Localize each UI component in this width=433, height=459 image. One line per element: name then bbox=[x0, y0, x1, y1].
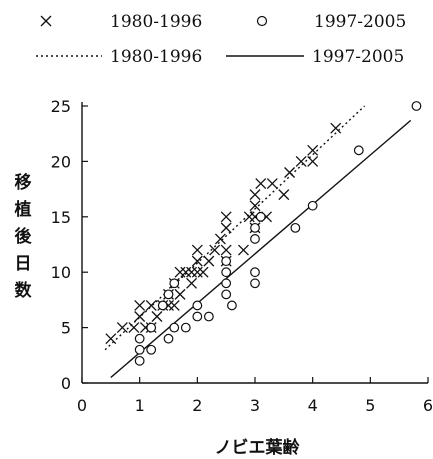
data-point-x bbox=[278, 189, 290, 201]
x-tick-label: 2 bbox=[192, 396, 202, 415]
x-axis-title: ノビエ葉齢 bbox=[215, 437, 301, 458]
data-point-circle bbox=[250, 267, 260, 278]
data-point-circle bbox=[221, 278, 232, 289]
y-tick-label: 5 bbox=[61, 319, 71, 338]
legend-x-marker bbox=[40, 15, 52, 27]
x-ticks: 0 1 2 3 4 5 6 bbox=[77, 377, 433, 415]
data-point-circle bbox=[290, 222, 301, 233]
data-points bbox=[105, 101, 422, 366]
legend-label-circle-series: 1997-2005 bbox=[314, 12, 406, 32]
data-point-x bbox=[134, 311, 146, 322]
data-point-circle bbox=[169, 278, 180, 289]
data-point-circle bbox=[180, 322, 191, 333]
data-point-circle bbox=[250, 222, 260, 233]
y-axis-title-char: 日 bbox=[15, 254, 32, 274]
y-ticks: 0 5 10 15 20 25 bbox=[51, 97, 88, 393]
trend-line-dotted bbox=[104, 105, 366, 351]
data-point-circle bbox=[163, 333, 174, 344]
data-point-x bbox=[243, 211, 255, 223]
data-point-circle bbox=[146, 344, 157, 355]
data-point-x bbox=[180, 266, 192, 278]
data-point-x bbox=[266, 178, 278, 190]
data-point-x bbox=[174, 266, 186, 278]
data-point-circle bbox=[221, 256, 232, 267]
x-tick-label: 6 bbox=[423, 396, 433, 415]
data-point-x bbox=[214, 233, 226, 245]
data-point-x bbox=[249, 189, 261, 201]
data-point-circle bbox=[134, 355, 145, 366]
y-tick-label: 0 bbox=[61, 374, 71, 393]
data-point-circle bbox=[163, 289, 174, 300]
data-point-x bbox=[134, 299, 146, 311]
x-tick-label: 3 bbox=[250, 396, 260, 415]
legend: 1980-1996 1997-2005 1980-1996 1997-2005 bbox=[36, 12, 406, 67]
data-point-circle bbox=[146, 322, 157, 333]
x-tick-label: 4 bbox=[308, 396, 318, 415]
data-point-x bbox=[145, 299, 157, 311]
trend-lines bbox=[104, 105, 412, 378]
data-point-x bbox=[284, 167, 296, 178]
y-axis-title-char: 後 bbox=[15, 226, 33, 247]
data-point-x bbox=[191, 244, 203, 256]
data-point-circle bbox=[250, 234, 260, 244]
y-axis-title-char: 数 bbox=[15, 280, 33, 301]
data-point-circle bbox=[192, 311, 203, 322]
data-point-x bbox=[186, 266, 198, 278]
data-point-x bbox=[255, 178, 267, 190]
y-tick-label: 25 bbox=[51, 97, 71, 116]
data-point-x bbox=[174, 288, 186, 300]
data-point-x bbox=[307, 144, 319, 156]
data-point-circle bbox=[221, 267, 232, 278]
data-point-x bbox=[307, 155, 319, 167]
trend-line-solid bbox=[110, 119, 412, 378]
data-point-circle bbox=[192, 300, 203, 311]
data-point-circle bbox=[255, 211, 266, 222]
data-point-circle bbox=[134, 344, 145, 355]
data-point-x bbox=[209, 244, 221, 256]
data-point-circle bbox=[221, 289, 232, 300]
data-point-x bbox=[191, 255, 203, 267]
y-axis-title: 移植後日数 bbox=[15, 172, 33, 301]
data-point-circle bbox=[307, 200, 318, 211]
data-point-x bbox=[128, 322, 140, 334]
data-point-x bbox=[105, 333, 117, 345]
data-point-x bbox=[151, 311, 163, 322]
data-point-circle bbox=[250, 278, 260, 289]
data-point-circle bbox=[353, 145, 364, 156]
y-tick-label: 15 bbox=[51, 208, 71, 227]
data-point-x bbox=[116, 322, 128, 334]
data-point-x bbox=[330, 122, 342, 134]
y-axis-title-char: 植 bbox=[15, 199, 32, 220]
data-point-x bbox=[249, 200, 261, 212]
data-point-x bbox=[220, 244, 232, 256]
data-point-circle bbox=[203, 311, 214, 322]
data-point-x bbox=[168, 299, 180, 311]
legend-label-solid-line: 1997-2005 bbox=[312, 47, 404, 67]
x-tick-label: 5 bbox=[365, 396, 375, 415]
legend-marker-x bbox=[40, 15, 52, 27]
data-point-x bbox=[220, 211, 232, 223]
data-point-x bbox=[191, 266, 203, 278]
y-axis-title-char: 移 bbox=[15, 172, 32, 193]
data-point-x bbox=[295, 155, 307, 167]
y-tick-label: 20 bbox=[51, 152, 71, 171]
data-point-x bbox=[238, 244, 249, 256]
data-point-circle bbox=[169, 322, 180, 333]
data-point-circle bbox=[227, 300, 237, 311]
legend-label-x-series: 1980-1996 bbox=[110, 12, 202, 32]
legend-circle-marker bbox=[256, 15, 268, 27]
data-point-circle bbox=[134, 333, 145, 344]
data-point-x bbox=[203, 255, 215, 267]
legend-marker-circle bbox=[256, 15, 268, 27]
data-point-x bbox=[186, 277, 198, 289]
x-tick-label: 0 bbox=[77, 396, 87, 415]
data-point-x bbox=[197, 266, 209, 278]
data-point-circle bbox=[411, 101, 422, 111]
x-tick-label: 1 bbox=[135, 396, 145, 415]
data-point-x bbox=[220, 222, 232, 234]
data-point-circle bbox=[157, 300, 168, 311]
legend-label-dotted-line: 1980-1996 bbox=[110, 47, 202, 67]
y-tick-label: 10 bbox=[51, 263, 71, 282]
